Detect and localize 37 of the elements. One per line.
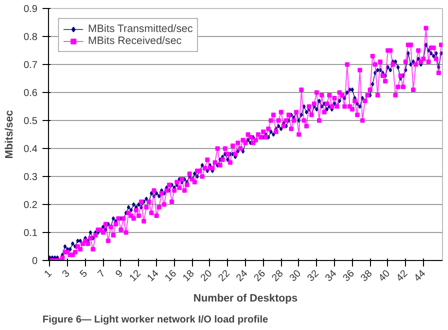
- legend-label: MBits Transmitted/sec: [88, 23, 193, 35]
- y-tick-label: 0: [32, 256, 38, 267]
- y-tick-label: 0.1: [24, 228, 38, 239]
- caption: Figure 6— Light worker network I/O load profile: [42, 314, 269, 326]
- y-tick-label: 0.2: [24, 200, 38, 211]
- y-tick-label: 0.3: [24, 172, 38, 183]
- x-tick-label: 5: [78, 268, 90, 280]
- x-tick-label: 20: [198, 268, 215, 284]
- x-tick-label: 28: [270, 268, 286, 284]
- y-tick-label: 0.9: [24, 4, 38, 15]
- x-tick-label: 7: [96, 268, 108, 280]
- y-tick-label: 0.5: [24, 116, 38, 127]
- x-tick-label: 22: [216, 268, 233, 284]
- x-tick-label: 16: [163, 268, 180, 284]
- x-tick-label: 24: [234, 268, 250, 284]
- x-tick-label: 30: [288, 268, 304, 284]
- x-tick-label: 1: [42, 268, 55, 280]
- x-tick-label: 14: [145, 268, 162, 284]
- x-tick-label: 9: [114, 268, 126, 280]
- y-tick-label: 0.6: [24, 88, 38, 99]
- x-axis-title: Number of Desktops: [193, 292, 298, 304]
- x-tick-label: 34: [323, 268, 340, 284]
- x-tick-label: 12: [128, 268, 144, 284]
- x-tick-label: 44: [412, 268, 428, 284]
- x-tick-label: 3: [60, 268, 72, 280]
- x-tick-label: 38: [359, 268, 375, 284]
- x-tick-label: 18: [181, 268, 198, 284]
- x-tick-label: 36: [341, 268, 358, 284]
- y-tick-label: 0.7: [24, 60, 38, 71]
- legend-label: MBits Received/sec: [88, 35, 182, 47]
- x-tick-label: 32: [306, 268, 322, 284]
- x-tick-label: 42: [394, 268, 411, 284]
- y-tick-label: 0.8: [24, 32, 38, 43]
- x-tick-label: 40: [376, 268, 393, 284]
- y-axis-title: Mbits/sec: [4, 110, 16, 159]
- y-tick-label: 0.4: [24, 144, 38, 155]
- x-tick-label: 26: [252, 268, 268, 284]
